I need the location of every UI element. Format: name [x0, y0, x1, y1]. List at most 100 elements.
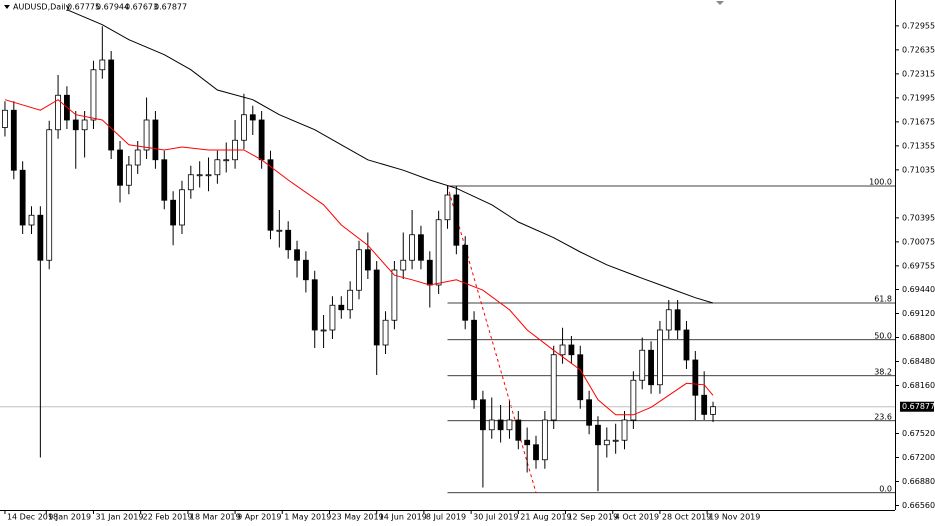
fib-label: 50.0 [874, 331, 892, 340]
candle-body [356, 249, 362, 291]
candle-body [435, 219, 442, 286]
candle-body [258, 119, 265, 161]
candle-body [639, 349, 646, 381]
candle-body [444, 194, 451, 221]
candle-body [701, 394, 708, 415]
candle-body [187, 174, 194, 191]
candle-body [28, 214, 35, 226]
x-tick-label: 1 May 2019 [284, 513, 331, 522]
candle-body [515, 419, 522, 441]
candle-body [657, 329, 663, 386]
y-tick-label: 0.72635 [902, 45, 935, 54]
candle-body [568, 344, 575, 356]
candle-body [90, 69, 97, 121]
x-tick-label: 18 Mar 2019 [190, 513, 241, 522]
y-tick-label: 0.68160 [902, 381, 935, 390]
y-tick-label: 0.67520 [902, 429, 935, 438]
x-tick-label: 28 Oct 2019 [662, 513, 711, 522]
candle-body [46, 129, 53, 261]
fib-label: 100.0 [869, 178, 892, 187]
candle-body [214, 159, 221, 176]
candle-body [453, 194, 460, 246]
x-tick-label: 30 Jul 2019 [473, 513, 518, 522]
candle-body [612, 439, 619, 442]
candle-body [37, 214, 44, 261]
x-tick-label: 21 Aug 2019 [520, 513, 571, 522]
header-arrow[interactable] [4, 5, 10, 9]
candle-body [630, 379, 637, 421]
candle-body [471, 319, 477, 401]
fib-label: 23.6 [874, 412, 892, 421]
candle-body [488, 419, 495, 431]
candle-body [249, 114, 256, 121]
candle-body [621, 419, 628, 441]
fib-label: 0.0 [879, 484, 892, 493]
candle-body [480, 399, 486, 431]
candle-body [196, 174, 203, 177]
candle-body [665, 309, 672, 331]
candle-body [72, 119, 79, 131]
moving-average [4, 99, 714, 416]
price-tag-label: 0.67877 [902, 402, 935, 411]
candle-body [506, 419, 513, 431]
candle-body [205, 174, 212, 177]
candle-body [426, 259, 433, 286]
candle-body [117, 149, 123, 186]
candle-body [550, 354, 557, 421]
candle-body [674, 309, 681, 331]
header-low: 0.67673 [125, 3, 158, 12]
candle-body [302, 259, 309, 281]
shift-marker[interactable] [716, 1, 724, 5]
candle-body [382, 319, 389, 346]
candle-body [373, 269, 380, 346]
candle-body [524, 439, 531, 446]
candle-body [223, 159, 230, 162]
candle-body [603, 439, 610, 446]
x-tick-label: 14 Dec 2018 [7, 513, 58, 522]
y-tick-label: 0.71675 [902, 117, 935, 126]
candle-body [409, 234, 415, 261]
candle-body [170, 199, 177, 226]
candle-body [586, 399, 593, 426]
x-tick-label: 14 Jun 2019 [379, 513, 427, 522]
candle-body [400, 259, 407, 271]
candle-body [143, 119, 150, 151]
candle-body [285, 229, 292, 251]
x-tick-label: 8 Jul 2019 [426, 513, 466, 522]
candle-body [99, 59, 106, 71]
y-tick-label: 0.67200 [902, 453, 935, 462]
candle-body [81, 119, 88, 131]
y-tick-label: 0.72315 [902, 69, 935, 78]
candle-body [497, 419, 504, 431]
candle-body [648, 349, 654, 386]
candle-body [347, 289, 354, 311]
y-tick-label: 0.69120 [902, 309, 935, 318]
candle-body [125, 164, 132, 186]
moving-average [66, 9, 714, 304]
fib-label: 61.8 [874, 295, 892, 304]
candle-body [338, 304, 345, 311]
y-tick-label: 0.70395 [902, 213, 935, 222]
y-tick-label: 0.71035 [902, 165, 935, 174]
candle-body [311, 279, 318, 331]
candle-body [577, 354, 584, 401]
header-open: 0.67775 [67, 3, 100, 12]
candle-body [55, 94, 61, 131]
candle-body [391, 269, 398, 321]
candle-body [595, 424, 601, 446]
header-close: 0.67877 [154, 3, 187, 12]
candle-body [2, 109, 8, 128]
candle-body [179, 189, 185, 226]
x-tick-label: 31 Jan 2019 [95, 513, 143, 522]
x-tick-label: 22 Feb 2019 [143, 513, 193, 522]
candle-body [152, 119, 159, 161]
candle-body [692, 359, 699, 396]
y-tick-label: 0.68480 [902, 357, 935, 366]
x-tick-label: 23 May 2019 [332, 513, 384, 522]
candle-body [134, 149, 141, 166]
candle-body [559, 344, 566, 356]
x-tick-label: 4 Oct 2019 [615, 513, 659, 522]
candle-body [533, 444, 539, 461]
x-tick-label: 12 Sep 2019 [567, 513, 618, 522]
fib-label: 38.2 [874, 367, 892, 376]
